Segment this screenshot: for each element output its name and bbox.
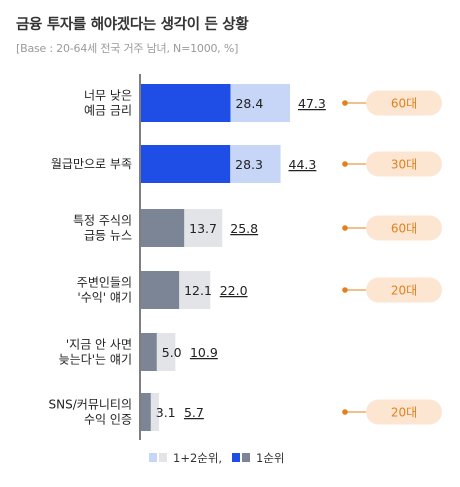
category-label: 월급만으로 부족 — [51, 157, 132, 171]
value-label-total: 5.7 — [184, 405, 204, 420]
value-label-first: 3.1 — [156, 405, 176, 420]
category-label: SNS/커뮤니티의 — [49, 398, 132, 412]
age-badge-label: 30대 — [391, 158, 417, 172]
age-badge — [366, 399, 442, 425]
bar-first — [141, 145, 231, 183]
bar-first — [141, 393, 151, 431]
value-label-total: 47.3 — [298, 96, 326, 111]
value-label-total: 25.8 — [230, 221, 258, 236]
category-label: 특정 주식의 — [73, 214, 132, 228]
value-label-first: 5.0 — [162, 345, 182, 360]
legend-label-first: 1순위 — [256, 451, 284, 465]
category-label: 주변인들의 — [77, 276, 132, 290]
value-label-first: 28.4 — [235, 96, 263, 111]
value-label-first: 28.3 — [235, 157, 263, 172]
value-label-first: 12.1 — [184, 283, 212, 298]
chart-title: 금융 투자를 해야겠다는 생각이 든 상황 — [16, 17, 249, 33]
legend-swatch-first-highlight — [232, 453, 240, 462]
value-label-first: 13.7 — [189, 221, 217, 236]
badge-dot — [342, 287, 348, 293]
category-label: '수익' 얘기 — [77, 291, 132, 305]
age-badge — [366, 90, 442, 116]
value-label-total: 22.0 — [220, 283, 248, 298]
age-badge — [366, 151, 442, 177]
age-badge-label: 20대 — [391, 284, 417, 298]
legend-swatch-first-gray — [242, 453, 250, 462]
badge-dot — [342, 409, 348, 415]
bar-first — [141, 84, 231, 122]
category-label: 늦는다'는 얘기 — [59, 353, 132, 367]
category-label: 예금 금리 — [84, 104, 132, 118]
age-badge-label: 60대 — [391, 97, 417, 111]
value-label-total: 10.9 — [190, 345, 218, 360]
age-badge-label: 60대 — [391, 222, 417, 236]
legend-label-total: 1+2순위, — [173, 451, 222, 465]
value-label-total: 44.3 — [289, 157, 317, 172]
badge-dot — [342, 100, 348, 106]
age-badge-label: 20대 — [391, 406, 417, 420]
category-label: '지금 안 사면 — [66, 338, 132, 352]
bar-first — [141, 209, 185, 247]
age-badge — [366, 277, 442, 303]
legend-swatch-total-gray — [159, 453, 167, 462]
bar-first — [141, 271, 180, 309]
chart-subtitle: [Base : 20-64세 전국 거주 남녀, N=1000, %] — [16, 42, 239, 55]
badge-dot — [342, 161, 348, 167]
category-label: 급등 뉴스 — [84, 229, 132, 243]
category-label: 너무 낮은 — [84, 89, 132, 103]
legend-swatch-total-highlight — [149, 453, 157, 462]
badge-dot — [342, 225, 348, 231]
bar-first — [141, 333, 157, 371]
age-badge — [366, 215, 442, 241]
category-label: 수익 인증 — [84, 413, 132, 427]
